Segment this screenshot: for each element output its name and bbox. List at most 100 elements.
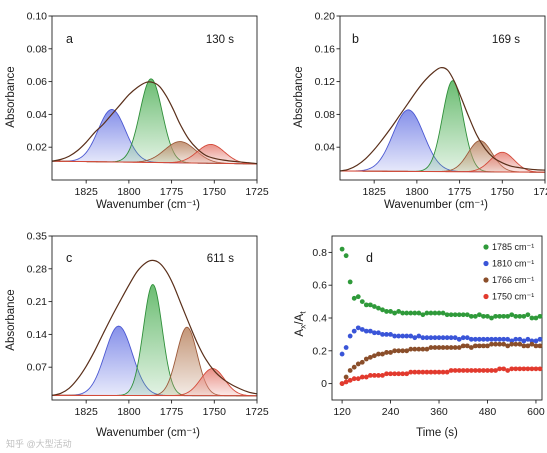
data-point [400,333,406,339]
data-point [485,343,490,349]
data-point [468,313,474,319]
data-point [388,309,393,314]
data-point [355,376,361,382]
envelope-line [52,81,257,165]
data-point [408,310,414,316]
data-point [537,366,543,372]
data-point [392,348,397,354]
data-point [380,307,385,313]
series-1 [339,325,543,357]
x-tick-label: 1825 [362,186,386,198]
data-point [408,346,414,352]
data-point [489,341,494,347]
data-point [440,345,446,350]
data-point [525,336,531,342]
x-tick-label: 1725 [245,406,269,418]
y-tick-label: 0.4 [312,313,327,325]
x-tick-label: 600 [527,406,545,418]
data-point [384,332,389,337]
y-tick-label: 0.20 [315,11,336,23]
legend-label: 1810 cm⁻¹ [492,259,534,269]
data-point [436,335,442,341]
data-point [388,371,393,377]
data-point [444,312,450,318]
data-point [517,313,523,319]
panel-c-xlabel: Wavenumber (cm⁻¹) [96,427,200,439]
y-tick-label: 0.04 [315,142,336,154]
peak-blue-fill [340,109,545,173]
data-point [347,333,353,339]
baseline-line [340,170,545,173]
data-point [537,343,543,349]
panel-d-ylabel: Ax/At [294,311,308,337]
data-point [347,368,353,373]
data-point [529,315,535,321]
data-point [452,345,458,350]
data-point [347,377,353,383]
panel-a-plot: 1825 1800 1775 1750 1725 0.02 0.04 0.06 0.08 0.10 [27,11,269,199]
data-point [416,346,422,352]
series-0 [339,246,543,321]
data-point [497,313,502,319]
x-tick-label: 1725 [245,186,269,198]
data-point [384,309,389,314]
data-point [513,366,519,372]
y-tick-label: 0.07 [27,362,48,374]
data-point [521,343,527,349]
data-point [388,332,393,337]
x-tick-label: 1800 [405,186,429,198]
data-point [489,315,494,321]
data-point [400,348,406,354]
peak-green-fill [340,80,545,173]
data-point [380,332,385,337]
data-point [509,341,515,347]
data-point [363,328,369,334]
data-point [533,338,539,344]
data-point [440,310,446,316]
y-tick-label: 0.08 [27,43,48,55]
data-point [444,345,450,350]
data-point [363,302,369,308]
x-tick-label: 1750 [491,186,515,198]
data-point [359,299,365,304]
y-tick-label: 0.21 [27,296,48,308]
data-point [468,368,474,373]
data-point [525,343,531,349]
data-point [343,374,349,380]
baseline-line [52,160,257,165]
data-point [432,345,438,350]
panel-a-label: a [66,32,73,46]
y-tick-label: 0.10 [27,11,48,23]
y-tick-label: 0.08 [315,109,336,121]
data-point [432,310,438,316]
data-point [505,336,511,342]
peak-green-fill [52,284,257,396]
data-point [416,369,422,375]
data-point [359,374,365,380]
peak-red-fill [52,368,257,396]
data-point [404,333,410,339]
data-point [432,369,438,375]
panel-c: 1825 1800 1775 1750 1725 0.07 0.14 0.21 0.28 0.35… [5,231,269,440]
data-point [343,253,349,259]
data-point [452,335,458,341]
data-point [485,336,490,342]
panel-d-plot: 120 240 360 480 600 0 0.2 0.4 0.6 0.8 [312,235,545,418]
y-tick-label: 0.02 [27,142,48,154]
data-point [363,356,369,362]
panel-d-xlabel: Time (s) [416,427,458,439]
data-point [501,366,507,372]
x-tick-label: 1775 [448,186,472,198]
data-point [472,336,478,342]
data-point [477,368,482,373]
panel-b-label: b [352,32,359,46]
data-point [472,313,478,319]
data-point [497,336,502,342]
data-point [367,302,373,308]
data-point [436,369,442,375]
data-point [472,368,478,373]
plot-frame [51,235,258,401]
panel-a-xlabel: Wavenumber (cm⁻¹) [96,199,200,211]
data-point [533,366,539,372]
x-tick-label: 1775 [160,186,184,198]
